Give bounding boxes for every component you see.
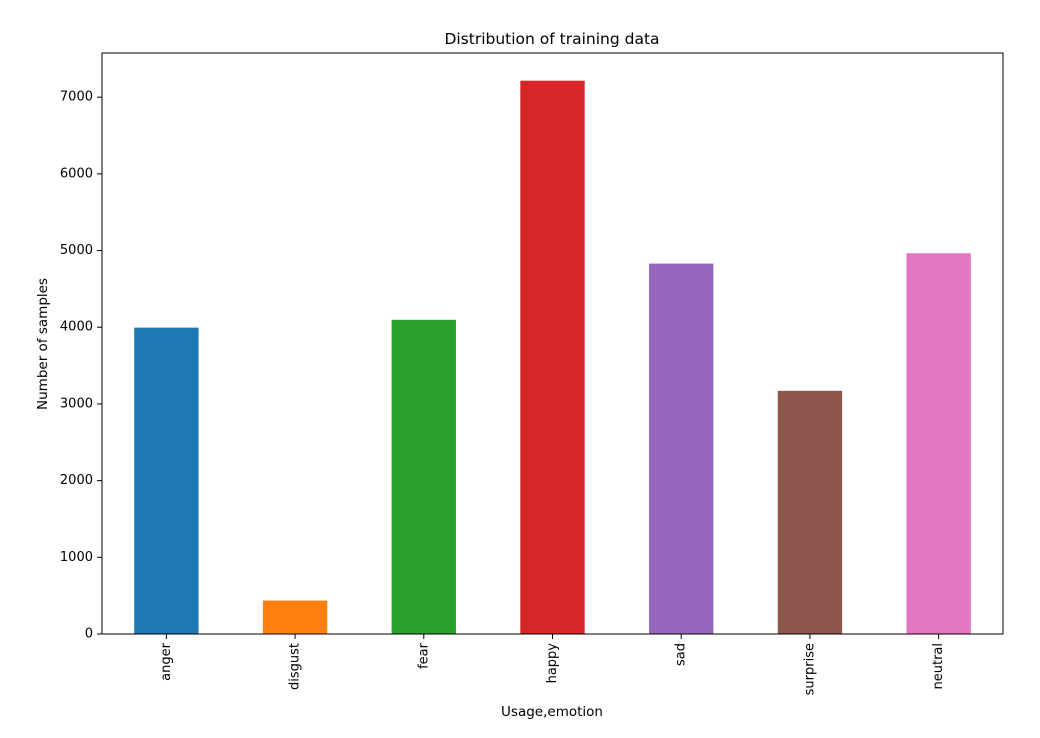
- x-tick-label-happy: happy: [545, 643, 560, 684]
- bar-neutral: [906, 253, 971, 635]
- axes-frame: [101, 52, 1004, 635]
- y-tick-label-3000: 3000: [60, 396, 93, 411]
- y-tick-label-0: 0: [85, 627, 93, 642]
- y-tick-label-4000: 4000: [60, 320, 93, 335]
- plot-area: anger disgust fear happy sad surprise neutral 0…: [60, 80, 971, 695]
- bar-happy: [520, 80, 585, 634]
- y-tick-label-7000: 7000: [60, 90, 93, 105]
- y-tick-label-1000: 1000: [60, 550, 93, 565]
- y-tick-label-6000: 6000: [60, 166, 93, 181]
- x-tick-label-surprise: surprise: [802, 643, 817, 695]
- x-tick-label-fear: fear: [416, 642, 431, 669]
- y-tick-label-5000: 5000: [60, 243, 93, 258]
- bar-sad: [649, 263, 714, 634]
- x-tick-label-anger: anger: [159, 642, 174, 680]
- y-tick-label-2000: 2000: [60, 473, 93, 488]
- bar-anger: [134, 327, 199, 634]
- chart-title: Distribution of training data: [444, 30, 659, 48]
- x-tick-label-neutral: neutral: [931, 643, 946, 690]
- x-axis-label: Usage,emotion: [501, 704, 603, 720]
- bar-surprise: [777, 390, 843, 634]
- bar-disgust: [262, 600, 328, 634]
- x-tick-label-disgust: disgust: [288, 643, 303, 690]
- x-tick-label-sad: sad: [674, 643, 689, 666]
- y-axis-label: Number of samples: [35, 278, 51, 410]
- bar-fear: [391, 319, 456, 634]
